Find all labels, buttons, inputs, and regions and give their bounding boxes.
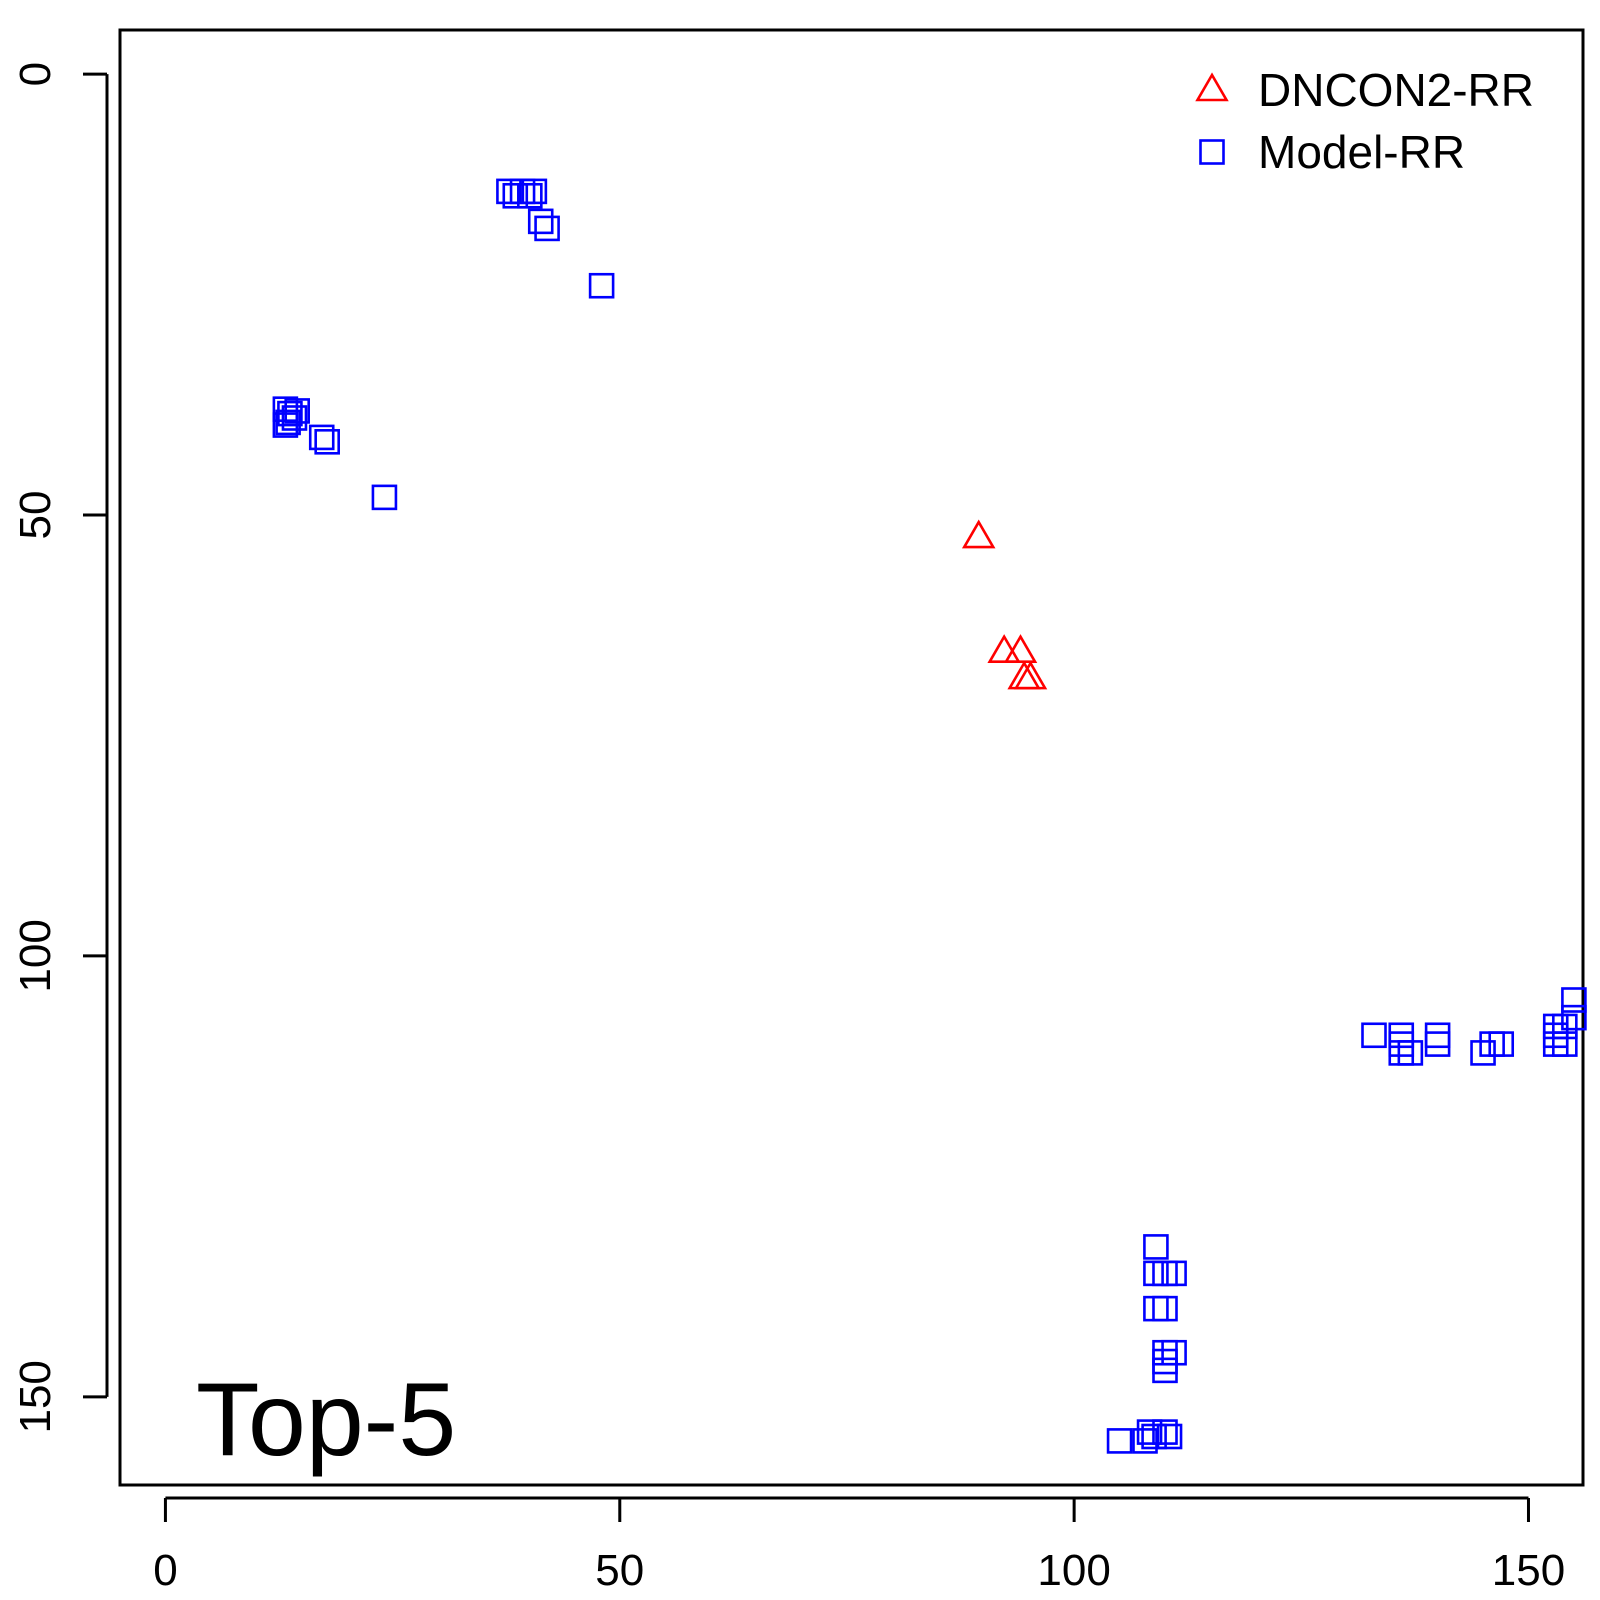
dncon2-rr-point — [987, 634, 1021, 663]
x-tick-label: 50 — [595, 1546, 644, 1595]
x-tick-label: 100 — [1037, 1546, 1110, 1595]
model-rr-point — [1388, 1040, 1415, 1066]
data-points — [272, 178, 1587, 1454]
y-tick-label: 0 — [11, 62, 60, 86]
model-rr-point — [1488, 1031, 1515, 1057]
legend: DNCON2-RR Model-RR — [1195, 64, 1534, 178]
model-rr-point — [1479, 1031, 1505, 1057]
model-rr-point — [502, 182, 529, 209]
model-rr-point — [521, 178, 548, 205]
x-axis: 0 50 100 150 — [153, 1496, 1565, 1595]
model-rr-point — [1143, 1234, 1169, 1260]
model-rr-point — [517, 182, 543, 209]
legend-label: Model-RR — [1258, 126, 1465, 178]
model-rr-point — [371, 484, 398, 511]
dncon2-rr-point — [1003, 634, 1038, 663]
model-rr-point — [1542, 1031, 1569, 1057]
model-rr-point — [314, 429, 340, 455]
model-rr-point — [1424, 1031, 1451, 1057]
model-rr-point — [1152, 1348, 1178, 1375]
model-rr-point — [1152, 1419, 1178, 1445]
model-rr-point — [496, 178, 522, 205]
model-rr-point — [1132, 1428, 1158, 1454]
model-rr-point — [1397, 1040, 1424, 1066]
model-rr-point — [1552, 1013, 1578, 1040]
model-rr-point — [1152, 1357, 1178, 1384]
legend-marker — [1199, 139, 1225, 165]
model-rr-point — [1156, 1423, 1183, 1450]
y-tick-label: 50 — [11, 491, 60, 540]
model-rr-point — [1424, 1022, 1451, 1049]
panel-label: Top-5 — [196, 1362, 456, 1478]
model-rr-point — [1152, 1260, 1178, 1287]
model-rr-point — [534, 215, 560, 242]
y-tick-label: 150 — [11, 1360, 60, 1433]
y-axis: 0 50 100 150 — [11, 62, 109, 1434]
model-rr-point — [1388, 1022, 1415, 1049]
model-rr-point — [1388, 1031, 1415, 1057]
model-rr-point — [1561, 1004, 1587, 1031]
model-rr-point — [1136, 1419, 1163, 1445]
model-rr-point — [1361, 1022, 1387, 1049]
dncon2-rr-point — [1013, 660, 1048, 690]
model-rr-point — [1106, 1428, 1133, 1454]
model-rr-point — [1470, 1040, 1496, 1066]
x-tick-label: 150 — [1492, 1546, 1565, 1595]
legend-label: DNCON2-RR — [1258, 64, 1534, 116]
model-rr-point — [527, 208, 554, 235]
y-tick-label: 100 — [11, 919, 60, 992]
model-rr-point — [281, 405, 308, 431]
model-rr-point — [1152, 1295, 1178, 1322]
dncon2-rr-point — [961, 519, 996, 549]
model-rr-point — [272, 412, 299, 438]
model-rr-point — [1143, 1260, 1169, 1287]
model-rr-point — [1152, 1339, 1178, 1366]
model-rr-point — [1143, 1295, 1169, 1322]
model-rr-point — [1542, 1022, 1569, 1049]
model-rr-point — [308, 424, 335, 451]
x-tick-label: 0 — [153, 1546, 177, 1595]
model-rr-point — [1542, 1013, 1569, 1040]
model-rr-point — [1561, 987, 1587, 1013]
plot-frame — [118, 28, 1585, 1487]
legend-marker — [1195, 72, 1229, 102]
model-rr-point — [1161, 1260, 1187, 1287]
model-rr-point — [1161, 1339, 1187, 1366]
model-rr-point — [1552, 1031, 1578, 1057]
model-rr-point — [588, 272, 615, 299]
